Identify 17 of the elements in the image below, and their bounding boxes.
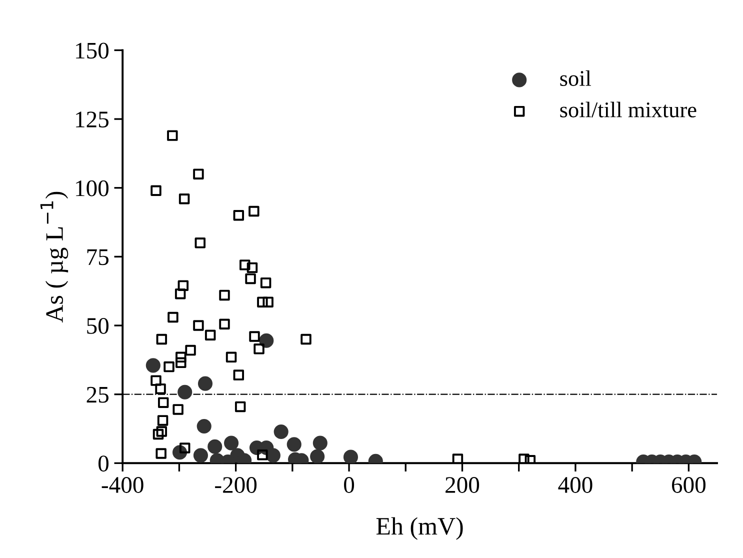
- x-tick-label: 600: [672, 477, 706, 493]
- y-tick-label: 150: [76, 42, 108, 59]
- legend-label: soil/till mixture: [560, 102, 696, 118]
- legend-label: soil: [560, 70, 592, 86]
- x-tick-label: -400: [102, 477, 144, 493]
- x-tick-label: 200: [446, 477, 480, 493]
- x-tick-label: -200: [215, 477, 257, 493]
- x-tick-label: 400: [558, 477, 592, 493]
- y-tick-label: 50: [87, 318, 108, 334]
- y-tick-label: 125: [76, 112, 108, 128]
- y-tick-label: 0: [98, 456, 108, 472]
- x-axis-title: Eh (mV): [376, 517, 463, 540]
- x-tick-label: 0: [344, 477, 354, 493]
- y-tick-label: 75: [87, 249, 108, 266]
- y-tick-label: 100: [76, 180, 108, 196]
- y-tick-label: 25: [86, 386, 108, 403]
- y-axis-title: As ( µg L$^{−1}$): [40, 192, 68, 323]
